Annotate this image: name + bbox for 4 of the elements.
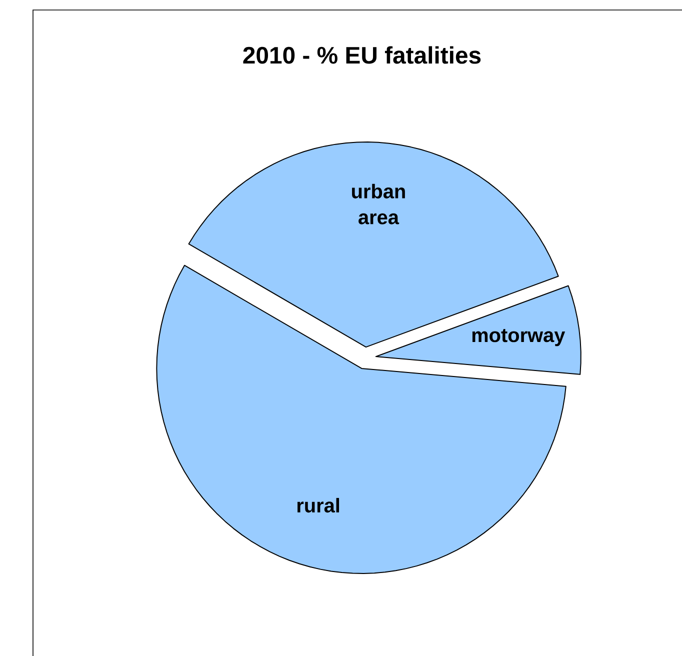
slice-label: urban area xyxy=(352,184,405,224)
chart-title: 2010 - % EU fatalities xyxy=(243,46,481,64)
slice-label: motorway xyxy=(472,328,566,346)
slice-label: rural xyxy=(297,498,340,513)
